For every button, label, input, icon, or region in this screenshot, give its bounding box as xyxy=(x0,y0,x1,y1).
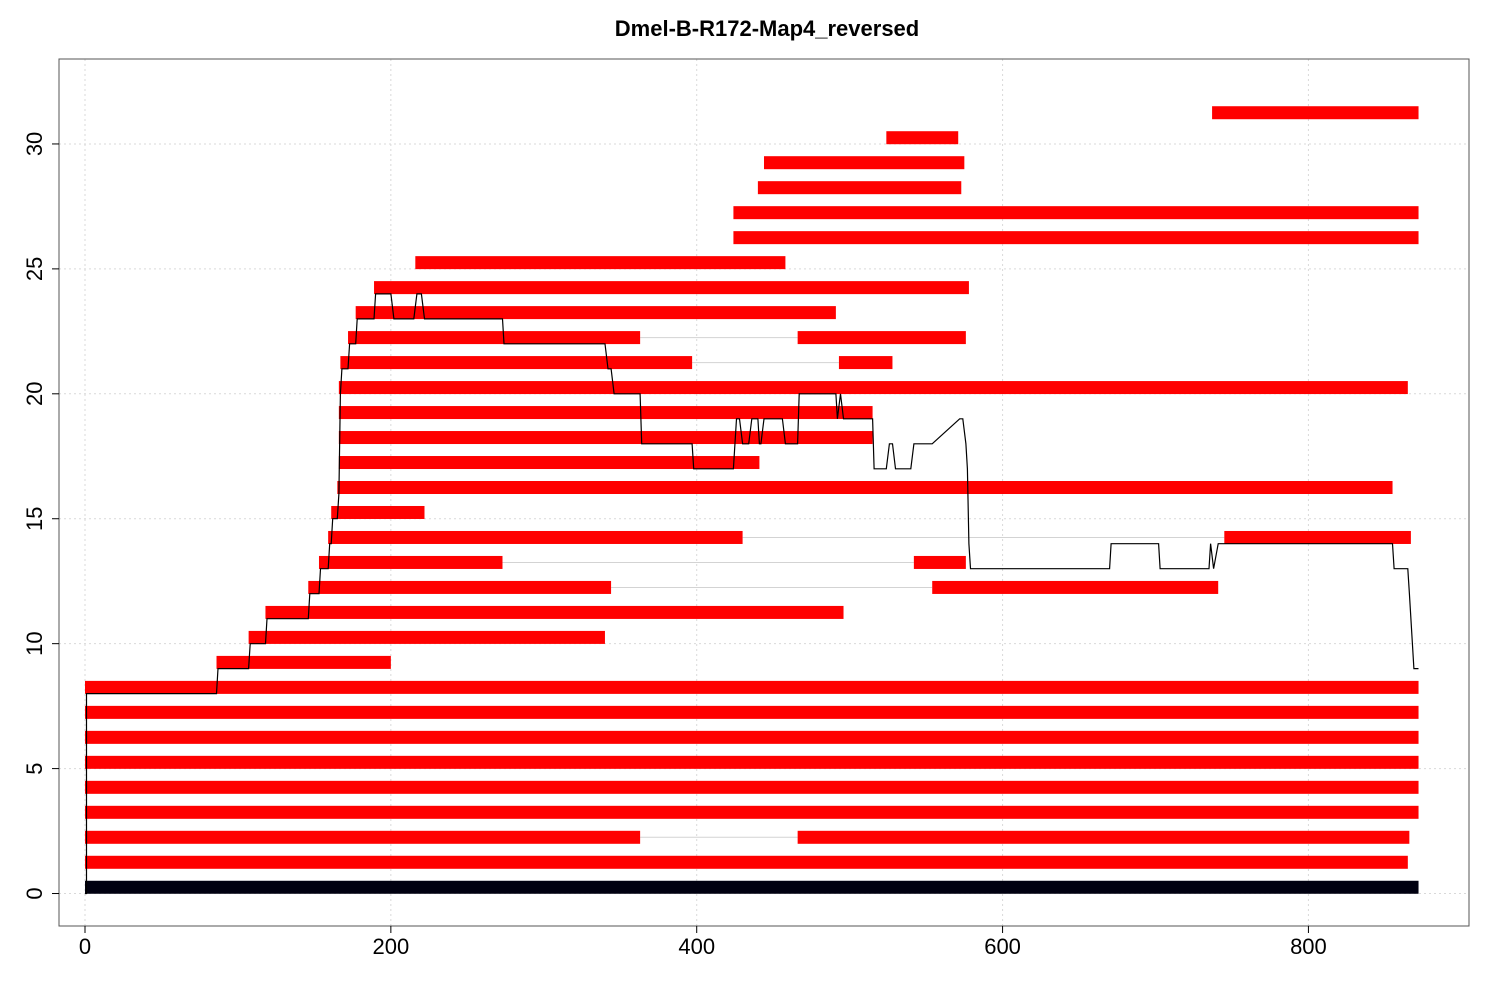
x-tick-label: 0 xyxy=(79,934,91,959)
alignment-segment xyxy=(248,630,605,644)
alignment-segment xyxy=(84,705,1419,719)
alignment-segment xyxy=(338,381,1408,395)
alignment-segment xyxy=(355,306,836,320)
alignment-segment xyxy=(84,805,1419,819)
alignment-segment xyxy=(1224,530,1411,544)
alignment-segment xyxy=(733,231,1419,245)
alignment-segment xyxy=(886,131,959,145)
x-tick-label: 200 xyxy=(372,934,409,959)
alignment-segment xyxy=(932,580,1219,594)
alignment-segment xyxy=(1212,106,1419,120)
alignment-segment xyxy=(913,555,966,569)
x-tick-label: 400 xyxy=(678,934,715,959)
plot-frame xyxy=(58,58,1470,927)
alignment-segment xyxy=(797,830,1410,844)
y-tick-label: 25 xyxy=(22,257,47,281)
y-tick-label: 0 xyxy=(22,887,47,899)
y-tick-label: 15 xyxy=(22,506,47,530)
alignment-segment xyxy=(838,356,893,370)
alignment-segment xyxy=(84,730,1419,744)
alignment-segment xyxy=(348,331,641,345)
x-tick-label: 600 xyxy=(984,934,1021,959)
x-tick-label: 800 xyxy=(1290,934,1327,959)
alignment-segment xyxy=(757,181,962,195)
alignment-segment xyxy=(216,655,391,669)
alignment-segment xyxy=(331,505,425,519)
alignment-segment xyxy=(84,680,1419,694)
y-tick-label: 30 xyxy=(22,132,47,156)
alignment-segment xyxy=(308,580,612,594)
alignment-segment xyxy=(733,206,1419,220)
alignment-segment xyxy=(84,780,1419,794)
reference-bar xyxy=(84,880,1419,894)
alignment-segment xyxy=(797,331,966,345)
y-tick-label: 10 xyxy=(22,631,47,655)
alignment-segment xyxy=(84,755,1419,769)
coverage-line xyxy=(85,293,1419,895)
alignment-segment xyxy=(764,156,965,170)
alignment-segment xyxy=(415,256,786,270)
alignment-segment xyxy=(338,431,873,445)
alignment-segment xyxy=(328,530,743,544)
alignment-segment xyxy=(340,356,693,370)
alignment-segment xyxy=(265,605,844,619)
alignment-segment xyxy=(338,456,760,470)
y-tick-label: 20 xyxy=(22,382,47,406)
y-tick-label: 5 xyxy=(22,762,47,774)
alignment-segment xyxy=(318,555,503,569)
alignment-segment xyxy=(84,855,1408,869)
alignment-segment xyxy=(337,481,1393,495)
alignment-segment xyxy=(374,281,969,295)
chart-title: Dmel-B-R172-Map4_reversed xyxy=(614,16,920,41)
alignment-segment xyxy=(338,406,873,420)
alignment-segment xyxy=(84,830,641,844)
